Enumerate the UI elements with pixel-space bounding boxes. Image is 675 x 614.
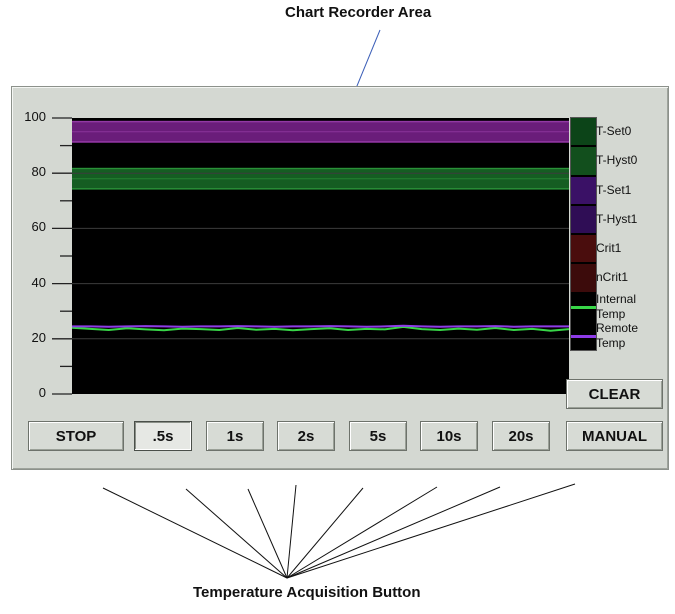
legend-swatch [571, 205, 596, 233]
acquisition-button-leader-line [286, 486, 501, 579]
legend-label-line: nCrit1 [596, 270, 629, 285]
legend-label-line: Internal [596, 292, 637, 307]
legend-label: nCrit1 [596, 270, 628, 285]
legend-label: Crit1 [596, 241, 621, 256]
legend-label-line: Temp [596, 336, 626, 351]
legend-line-marker [571, 335, 596, 339]
legend-label: T-Hyst1 [596, 212, 637, 227]
legend-label: Internal Temp [596, 292, 636, 322]
acquisition-button-leader-line [286, 484, 297, 579]
chart-recorder-area-callout: Chart Recorder Area [285, 4, 432, 21]
interval-button-1s[interactable]: 1s [206, 421, 264, 451]
y-tick-label: 100 [24, 109, 46, 124]
legend-label: T-Set1 [596, 183, 631, 198]
interval-button-point5s[interactable]: .5s [134, 421, 192, 451]
legend-line-marker [571, 306, 596, 310]
legend-swatch [571, 235, 596, 263]
y-tick-label: 80 [31, 164, 46, 180]
chart-legend: T-Set0 T-Hyst0 T-Set1 T-Hyst1 Crit1 nCrit1 Int… [570, 117, 665, 351]
acquisition-button-leader-line [286, 486, 438, 579]
interval-button-20s[interactable]: 20s [492, 421, 550, 451]
plot-background [72, 118, 569, 394]
acquisition-button-leader-line [185, 488, 288, 579]
legend-label-line: Crit1 [596, 241, 622, 256]
chart-recorder-panel: 0 20 40 60 80 100 T-Set0 T-Hyst0 T-Set1 T-Hyst1 C… [11, 86, 669, 470]
y-tick-label: 0 [38, 385, 46, 400]
y-tick-label: 40 [31, 274, 46, 290]
manual-button[interactable]: MANUAL [566, 421, 663, 451]
legend-swatch [571, 293, 596, 321]
temperature-acquisition-button-callout: Temperature Acquisition Button [193, 584, 421, 601]
legend-swatch [571, 118, 596, 146]
acquisition-button-leader-line [102, 487, 288, 579]
legend-swatch [571, 176, 596, 204]
legend-label-line: T-Set1 [596, 182, 632, 197]
chart-recorder-plot [52, 117, 570, 395]
series-line-internal-temp [71, 325, 570, 332]
clear-button[interactable]: CLEAR [566, 379, 663, 409]
legend-label: T-Hyst0 [596, 153, 637, 168]
legend-label: Remote Temp [596, 321, 638, 351]
y-tick-label: 60 [31, 219, 46, 235]
legend-swatch [571, 322, 596, 350]
series-line-remote-temp [72, 324, 569, 328]
acquisition-button-leader-line [286, 487, 364, 579]
legend-swatch [571, 264, 596, 292]
y-tick-label: 20 [31, 329, 46, 345]
legend-label-line: Temp [596, 307, 626, 322]
stop-button[interactable]: STOP [28, 421, 124, 451]
legend-label-line: T-Hyst0 [596, 153, 638, 168]
legend-label-line: T-Hyst1 [596, 211, 638, 226]
legend-swatch [571, 147, 596, 175]
acquisition-button-leader-line [247, 488, 288, 579]
interval-button-2s[interactable]: 2s [277, 421, 335, 451]
interval-button-5s[interactable]: 5s [349, 421, 407, 451]
legend-label-line: Remote [596, 321, 639, 336]
interval-button-10s[interactable]: 10s [420, 421, 478, 451]
acquisition-button-leader-line [286, 483, 576, 579]
legend-label-line: T-Set0 [596, 124, 632, 139]
legend-label: T-Set0 [596, 124, 631, 139]
